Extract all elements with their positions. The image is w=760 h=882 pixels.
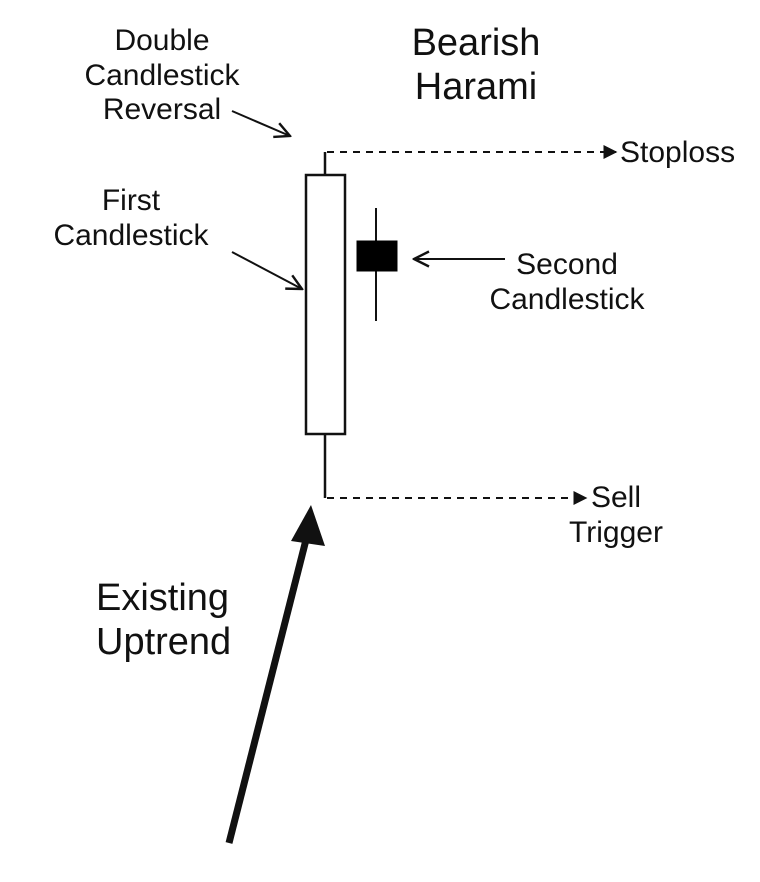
title-line-2: Harami — [414, 65, 538, 108]
pattern-type-line-2: Candlestick — [84, 58, 240, 92]
first-candle-line-2: Candlestick — [53, 218, 209, 252]
pattern-type-pointer-arrow — [231, 110, 290, 136]
sell-trigger-line-1: Sell — [590, 481, 642, 514]
uptrend-arrowhead — [291, 505, 325, 546]
second-candle-body — [356, 240, 398, 272]
stoploss-label: Stoploss — [620, 136, 736, 169]
sell-trigger-line-2: Trigger — [569, 515, 663, 549]
second-candle-line-2: Candlestick — [489, 282, 645, 316]
pattern-type-line-3: Reversal — [102, 93, 222, 126]
existing-uptrend-label: Existing Uptrend — [96, 577, 231, 664]
title-line-1: Bearish — [411, 22, 541, 64]
first-candlestick — [304, 152, 347, 498]
sell-trigger-label: Sell Trigger — [560, 481, 672, 550]
second-candle-label: Second Candlestick — [474, 248, 660, 317]
second-candlestick — [356, 208, 398, 321]
pattern-type-label: Double Candlestick Reversal — [62, 24, 262, 128]
uptrend-line-2: Uptrend — [96, 620, 232, 663]
second-candle-line-1: Second — [516, 248, 618, 281]
uptrend-line-1: Existing — [96, 577, 230, 619]
first-candle-body — [304, 173, 347, 436]
first-candle-label: First Candlestick — [38, 184, 224, 253]
first-candle-line-1: First — [101, 184, 161, 217]
pattern-type-line-1: Double — [114, 24, 210, 57]
uptrend-arrow — [225, 527, 313, 844]
first-candle-pointer-arrow — [231, 251, 302, 289]
diagram-title: Bearish Harami — [398, 22, 554, 109]
